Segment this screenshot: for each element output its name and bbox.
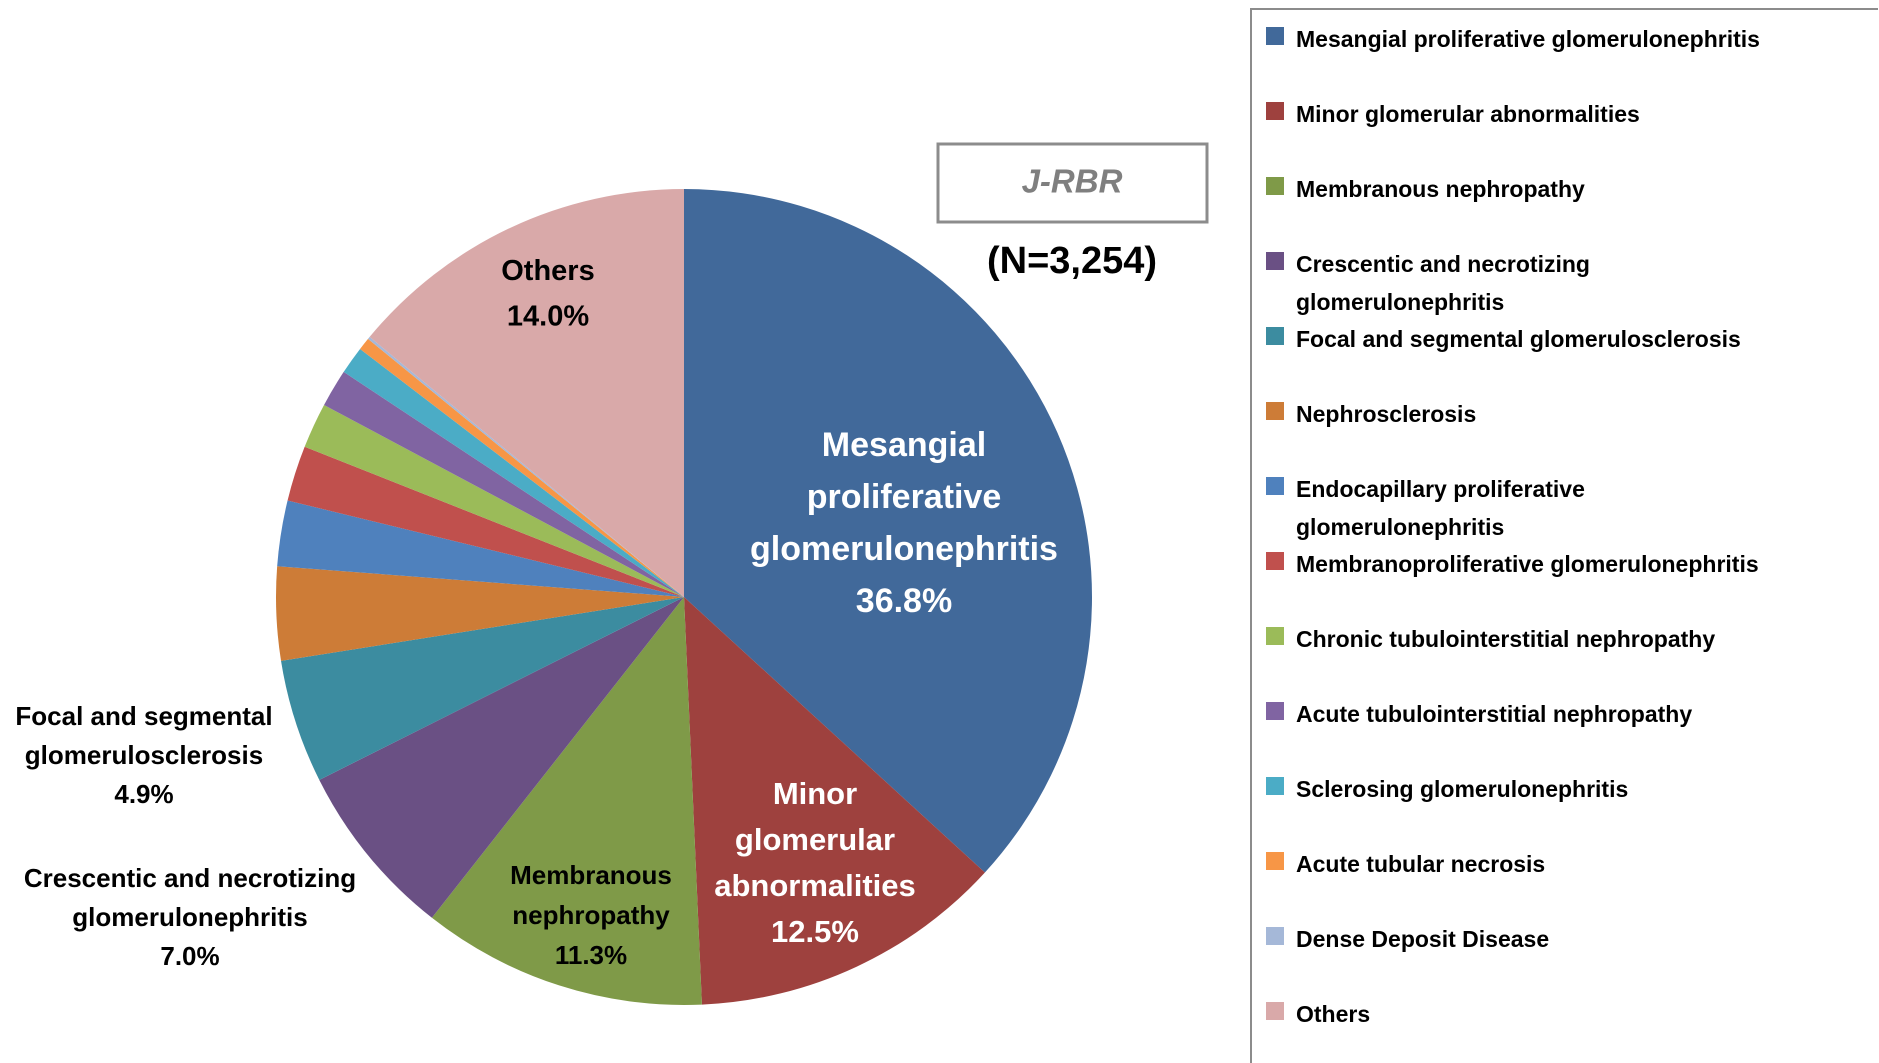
legend-item: Sclerosing glomerulonephritis xyxy=(1266,770,1628,808)
legend-item: Membranoproliferative glomerulonephritis xyxy=(1266,545,1759,583)
annotation: J-RBR xyxy=(1022,163,1123,200)
slice-value-label: 4.9% xyxy=(114,779,173,809)
legend-label: Others xyxy=(1296,1001,1371,1027)
legend: Mesangial proliferative glomerulonephrit… xyxy=(1250,8,1878,1063)
legend-swatch xyxy=(1266,102,1284,120)
legend-item: Crescentic and necrotizing glomeruloneph… xyxy=(1266,245,1636,321)
slice-label-line: glomerular xyxy=(735,822,895,857)
legend-label: Chronic tubulointerstitial nephropathy xyxy=(1296,626,1716,652)
annotation-box xyxy=(936,142,1209,224)
chart: J-RBR (N=3,254) Mesangial proliferative glom… xyxy=(15,142,1209,1005)
pie-slice xyxy=(360,338,684,597)
legend-swatch xyxy=(1266,627,1284,645)
pie-slice xyxy=(277,500,684,597)
legend-item: Mesangial proliferative glomerulonephrit… xyxy=(1266,20,1760,58)
legend-swatch xyxy=(1266,177,1284,195)
slice-label: Mesangial proliferative glomerulonephritis xyxy=(750,426,1058,568)
slice-label: Others xyxy=(501,255,594,287)
slice-value-label: 12.5% xyxy=(771,914,859,949)
legend-swatch xyxy=(1266,402,1284,420)
legend-swatch xyxy=(1266,477,1284,495)
legend-label: Mesangial proliferative glomerulonephrit… xyxy=(1296,26,1760,52)
legend-swatch xyxy=(1266,852,1284,870)
slice-label-line: glomerulonephritis xyxy=(750,530,1058,568)
slice-label-line: proliferative xyxy=(807,478,1002,516)
pie-slice xyxy=(319,597,684,918)
pie-slice xyxy=(324,371,684,597)
pie-slice xyxy=(684,597,985,1005)
slice-label-line: nephropathy xyxy=(512,900,670,930)
legend-label: Acute tubular necrosis xyxy=(1296,851,1546,877)
legend-swatch xyxy=(1266,777,1284,795)
slice-label-line: Crescentic and necrotizing xyxy=(24,863,356,893)
legend-item: Nephrosclerosis xyxy=(1266,395,1476,433)
slice-label-line: glomerulonephritis xyxy=(72,902,307,932)
slice-label-line: Focal and segmental xyxy=(15,701,272,731)
pie-slice xyxy=(368,336,684,597)
pie-slice xyxy=(343,348,684,597)
slice-label: Minor glomerular abnormalities xyxy=(714,776,916,903)
slice-value-label: 14.0% xyxy=(507,301,589,333)
legend-swatch xyxy=(1266,552,1284,570)
legend-label: Acute tubulointerstitial nephropathy xyxy=(1296,701,1693,727)
slice-value-label: 36.8% xyxy=(856,582,952,620)
legend-swatch xyxy=(1266,702,1284,720)
legend-label: Crescentic and necrotizing glomeruloneph… xyxy=(1296,251,1590,315)
pie-slice xyxy=(276,566,684,661)
legend-swatch xyxy=(1266,927,1284,945)
legend-label: Endocapillary proliferative glomerulonep… xyxy=(1296,476,1585,540)
slice-label-line: Membranous xyxy=(510,860,672,890)
legend-swatch xyxy=(1266,27,1284,45)
legend-item: Acute tubulointerstitial nephropathy xyxy=(1266,695,1692,733)
legend-label: Membranous nephropathy xyxy=(1296,176,1585,202)
slice-label-line: abnormalities xyxy=(714,868,916,903)
legend-swatch xyxy=(1266,327,1284,345)
slice-value-label: 7.0% xyxy=(160,941,219,971)
slice-label-line: Minor xyxy=(773,776,857,811)
legend-item: Others xyxy=(1266,995,1370,1033)
legend-label: Nephrosclerosis xyxy=(1296,401,1477,427)
legend-item: Focal and segmental glomerulosclerosis xyxy=(1266,320,1741,358)
legend-swatch xyxy=(1266,252,1284,270)
slice-label: Membranous nephropathy xyxy=(510,860,672,930)
pie-slice xyxy=(684,189,1092,873)
legend-item: Dense Deposit Disease xyxy=(1266,920,1549,958)
legend-swatch xyxy=(1266,1002,1284,1020)
legend-label: Minor glomerular abnormalities xyxy=(1296,101,1640,127)
legend-label: Dense Deposit Disease xyxy=(1296,926,1550,952)
pie-slice xyxy=(287,446,684,597)
slice-value-label: 11.3% xyxy=(555,940,627,970)
pie-slice xyxy=(369,189,684,597)
pie-slice xyxy=(304,404,684,597)
legend-item: Chronic tubulointerstitial nephropathy xyxy=(1266,620,1715,658)
pie-slice xyxy=(281,597,684,780)
pie-slice xyxy=(431,597,702,1005)
slice-label-line: glomerulosclerosis xyxy=(25,740,263,770)
legend-item: Minor glomerular abnormalities xyxy=(1266,95,1640,133)
slice-label-line: Others xyxy=(501,255,594,287)
slice-label-line: Mesangial xyxy=(822,426,986,464)
slice-label: Crescentic and necrotizing glomerulonephr… xyxy=(24,863,356,932)
annotation: (N=3,254) xyxy=(987,240,1157,282)
legend-label: Membranoproliferative glomerulonephritis xyxy=(1296,551,1759,577)
legend-label: Sclerosing glomerulonephritis xyxy=(1296,776,1629,802)
legend-label: Focal and segmental glomerulosclerosis xyxy=(1296,326,1741,352)
legend-item: Membranous nephropathy xyxy=(1266,170,1585,208)
legend-item: Endocapillary proliferative glomerulonep… xyxy=(1266,470,1636,546)
legend-item: Acute tubular necrosis xyxy=(1266,845,1545,883)
slice-label: Focal and segmental glomerulosclerosis xyxy=(15,701,272,770)
